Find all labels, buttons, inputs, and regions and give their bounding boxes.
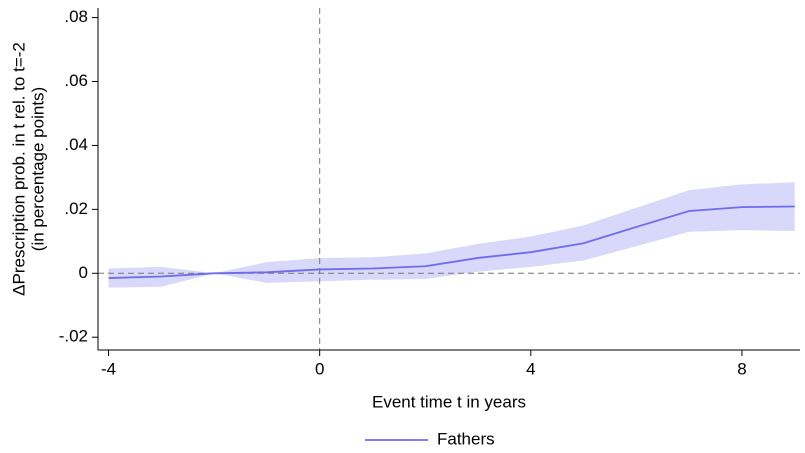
y-tick-label: 0 [79,263,88,282]
x-tick-label: 4 [526,359,535,378]
y-tick-label: .02 [64,199,88,218]
y-tick-label: .06 [64,71,88,90]
y-tick-label: .08 [64,7,88,26]
y-axis-label: (in percentage points) [28,87,47,251]
y-axis-label: ΔPrescription prob. in t rel. to t=-2 [9,42,28,296]
y-tick-label: -.02 [59,327,88,346]
x-tick-label: 8 [737,359,746,378]
series-line [108,205,795,279]
x-tick-label: -4 [101,359,116,378]
y-tick-label: .04 [64,135,88,154]
x-tick-label: 0 [315,359,324,378]
legend-label: Fathers [437,429,495,448]
x-axis-label: Event time t in years [372,392,526,411]
confidence-band [108,182,795,288]
